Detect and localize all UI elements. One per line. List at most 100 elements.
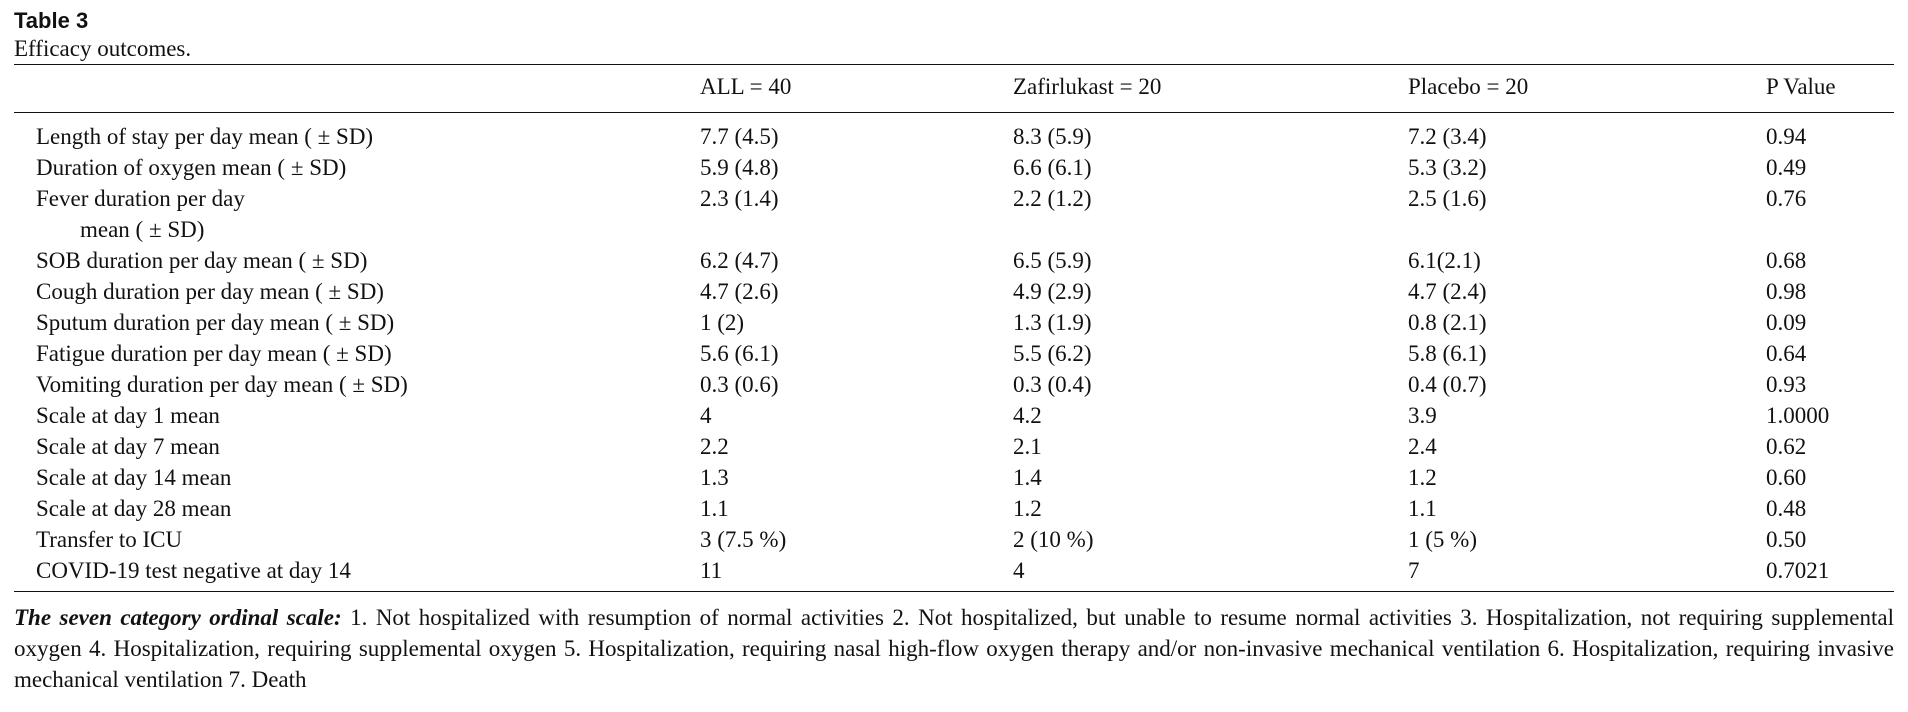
bottom-rule: [14, 591, 1894, 592]
table-row: Fatigue duration per day mean ( ± SD) 5.…: [14, 338, 1894, 369]
row-label-line-2: mean ( ± SD): [80, 217, 205, 242]
cell-p-value: 0.50: [1766, 527, 1807, 552]
table-row: Scale at day 7 mean 2.2 2.1 2.4 0.62: [14, 431, 1894, 462]
table-label: Table 3: [14, 8, 89, 33]
cell-p-value: 0.62: [1766, 434, 1807, 459]
cell-zafirlukast: 0.3 (0.4): [1013, 372, 1092, 397]
cell-all: 1.1: [700, 496, 729, 521]
cell-zafirlukast: 5.5 (6.2): [1013, 341, 1092, 366]
row-label: Duration of oxygen mean ( ± SD): [36, 155, 347, 180]
cell-zafirlukast: 2 (10 %): [1013, 527, 1094, 552]
cell-all: 7.7 (4.5): [700, 124, 779, 149]
cell-p-value: 0.76: [1766, 186, 1807, 211]
cell-placebo: 2.4: [1408, 434, 1437, 459]
table-row: Length of stay per day mean ( ± SD) 7.7 …: [14, 121, 1894, 152]
cell-placebo: 1.2: [1408, 465, 1437, 490]
row-label: Scale at day 28 mean: [36, 496, 232, 521]
cell-all: 5.9 (4.8): [700, 155, 779, 180]
header-rule: [14, 112, 1894, 113]
cell-p-value: 0.49: [1766, 155, 1807, 180]
table-footnote: The seven category ordinal scale: 1. Not…: [14, 592, 1894, 695]
cell-placebo: 5.3 (3.2): [1408, 155, 1487, 180]
cell-zafirlukast: 1.3 (1.9): [1013, 310, 1092, 335]
cell-all: 6.2 (4.7): [700, 248, 779, 273]
cell-zafirlukast: 2.2 (1.2): [1013, 186, 1092, 211]
cell-p-value: 0.7021: [1766, 558, 1830, 583]
table-body: Length of stay per day mean ( ± SD) 7.7 …: [14, 113, 1894, 591]
cell-zafirlukast: 2.1: [1013, 434, 1042, 459]
cell-placebo: 0.8 (2.1): [1408, 310, 1487, 335]
cell-p-value: 1.0000: [1766, 403, 1830, 428]
cell-p-value: 0.48: [1766, 496, 1807, 521]
table-row: Duration of oxygen mean ( ± SD) 5.9 (4.8…: [14, 152, 1894, 183]
cell-all: 2.2: [700, 434, 729, 459]
cell-all: 1 (2): [700, 310, 745, 335]
footnote-text: 1. Not hospitalized with resumption of n…: [14, 605, 1894, 692]
column-header-placebo: Placebo = 20: [1408, 74, 1529, 99]
column-header-zafirlukast: Zafirlukast = 20: [1013, 74, 1162, 99]
cell-p-value: 0.94: [1766, 124, 1807, 149]
cell-all: 4: [700, 403, 712, 428]
cell-zafirlukast: 4.2: [1013, 403, 1042, 428]
row-label-line-1: Fever duration per day: [36, 186, 245, 211]
cell-p-value: 0.98: [1766, 279, 1807, 304]
cell-all: 3 (7.5 %): [700, 527, 787, 552]
cell-placebo: 1 (5 %): [1408, 527, 1477, 552]
cell-placebo: 1.1: [1408, 496, 1437, 521]
cell-p-value: 0.68: [1766, 248, 1807, 273]
cell-all: 5.6 (6.1): [700, 341, 779, 366]
cell-p-value: 0.93: [1766, 372, 1807, 397]
row-label: COVID-19 test negative at day 14: [36, 558, 351, 583]
top-rule: [14, 64, 1894, 65]
cell-all: 2.3 (1.4): [700, 186, 779, 211]
cell-all: 11: [700, 558, 723, 583]
column-header-all: ALL = 40: [700, 74, 792, 99]
table-row: Sputum duration per day mean ( ± SD) 1 (…: [14, 307, 1894, 338]
table-row: COVID-19 test negative at day 14 11 4 7 …: [14, 555, 1894, 586]
cell-zafirlukast: 1.4: [1013, 465, 1042, 490]
table-row: SOB duration per day mean ( ± SD) 6.2 (4…: [14, 245, 1894, 276]
cell-zafirlukast: 6.5 (5.9): [1013, 248, 1092, 273]
table-header-row: ALL = 40 Zafirlukast = 20 Placebo = 20 P…: [14, 65, 1894, 112]
row-label: Length of stay per day mean ( ± SD): [36, 124, 374, 149]
table-row: Scale at day 1 mean 4 4.2 3.9 1.0000: [14, 400, 1894, 431]
row-label: Scale at day 14 mean: [36, 465, 232, 490]
table-row: Vomiting duration per day mean ( ± SD) 0…: [14, 369, 1894, 400]
cell-p-value: 0.09: [1766, 310, 1807, 335]
row-label: SOB duration per day mean ( ± SD): [36, 248, 368, 273]
footnote-title: The seven category ordinal scale:: [14, 605, 342, 630]
cell-placebo: 6.1(2.1): [1408, 248, 1481, 273]
row-label: Fever duration per day mean ( ± SD): [36, 183, 336, 245]
cell-zafirlukast: 4.9 (2.9): [1013, 279, 1092, 304]
table-row: Fever duration per day mean ( ± SD) 2.3 …: [14, 183, 1894, 245]
row-label: Scale at day 1 mean: [36, 403, 220, 428]
table-row: Scale at day 28 mean 1.1 1.2 1.1 0.48: [14, 493, 1894, 524]
cell-placebo: 7.2 (3.4): [1408, 124, 1487, 149]
table-row: Transfer to ICU 3 (7.5 %) 2 (10 %) 1 (5 …: [14, 524, 1894, 555]
cell-placebo: 2.5 (1.6): [1408, 186, 1487, 211]
row-label: Transfer to ICU: [36, 527, 183, 552]
table-caption: Efficacy outcomes.: [14, 36, 192, 61]
cell-zafirlukast: 8.3 (5.9): [1013, 124, 1092, 149]
cell-p-value: 0.64: [1766, 341, 1807, 366]
cell-all: 1.3: [700, 465, 729, 490]
column-header-p-value: P Value: [1766, 74, 1836, 99]
table-row: Cough duration per day mean ( ± SD) 4.7 …: [14, 276, 1894, 307]
row-label: Cough duration per day mean ( ± SD): [36, 279, 384, 304]
cell-placebo: 4.7 (2.4): [1408, 279, 1487, 304]
cell-placebo: 3.9: [1408, 403, 1437, 428]
table-container: Table 3 Efficacy outcomes. ALL = 40 Zafi…: [14, 8, 1894, 695]
row-label: Fatigue duration per day mean ( ± SD): [36, 341, 392, 366]
cell-zafirlukast: 6.6 (6.1): [1013, 155, 1092, 180]
cell-placebo: 7: [1408, 558, 1420, 583]
cell-placebo: 5.8 (6.1): [1408, 341, 1487, 366]
cell-zafirlukast: 4: [1013, 558, 1025, 583]
cell-p-value: 0.60: [1766, 465, 1807, 490]
cell-placebo: 0.4 (0.7): [1408, 372, 1487, 397]
cell-all: 0.3 (0.6): [700, 372, 779, 397]
row-label: Scale at day 7 mean: [36, 434, 220, 459]
row-label: Vomiting duration per day mean ( ± SD): [36, 372, 408, 397]
cell-all: 4.7 (2.6): [700, 279, 779, 304]
table-row: Scale at day 14 mean 1.3 1.4 1.2 0.60: [14, 462, 1894, 493]
cell-zafirlukast: 1.2: [1013, 496, 1042, 521]
